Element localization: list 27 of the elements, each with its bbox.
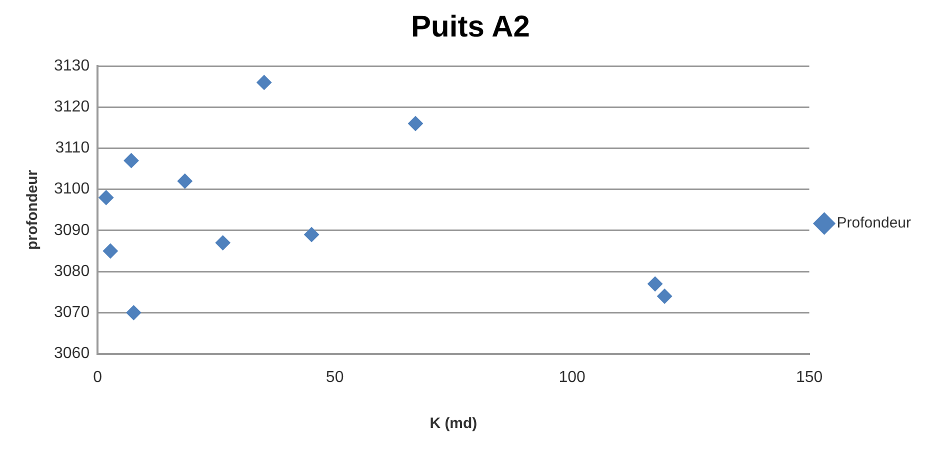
point [124, 153, 139, 168]
point [256, 74, 272, 90]
point [102, 244, 118, 259]
y-tick-label: 3090 [54, 222, 90, 239]
x-tick-label: 100 [558, 368, 586, 386]
y-tick-label: 3130 [54, 57, 90, 74]
y-tick-label: 3110 [55, 140, 90, 157]
chart-title: Puits A2 [411, 10, 530, 44]
point [126, 305, 142, 320]
point [304, 227, 320, 242]
y-tick-label: 3080 [54, 262, 90, 280]
x-axis-title: K (md) [430, 415, 478, 432]
point [648, 276, 663, 292]
x-tick-label: 0 [93, 368, 102, 386]
x-tick-label: 50 [326, 368, 344, 386]
y-axis-title: profondeur [24, 170, 42, 250]
x-tick-label: 150 [796, 368, 823, 386]
point [177, 174, 192, 189]
y-tick-label: 3120 [54, 98, 90, 116]
point [408, 116, 423, 132]
y-tick-label: 3100 [54, 180, 90, 198]
point [657, 288, 672, 304]
legend-label: Profondeur [836, 214, 912, 232]
point [215, 235, 230, 250]
y-tick-label: 3070 [54, 304, 90, 322]
point [98, 190, 114, 206]
y-tick-label: 3060 [54, 345, 90, 362]
